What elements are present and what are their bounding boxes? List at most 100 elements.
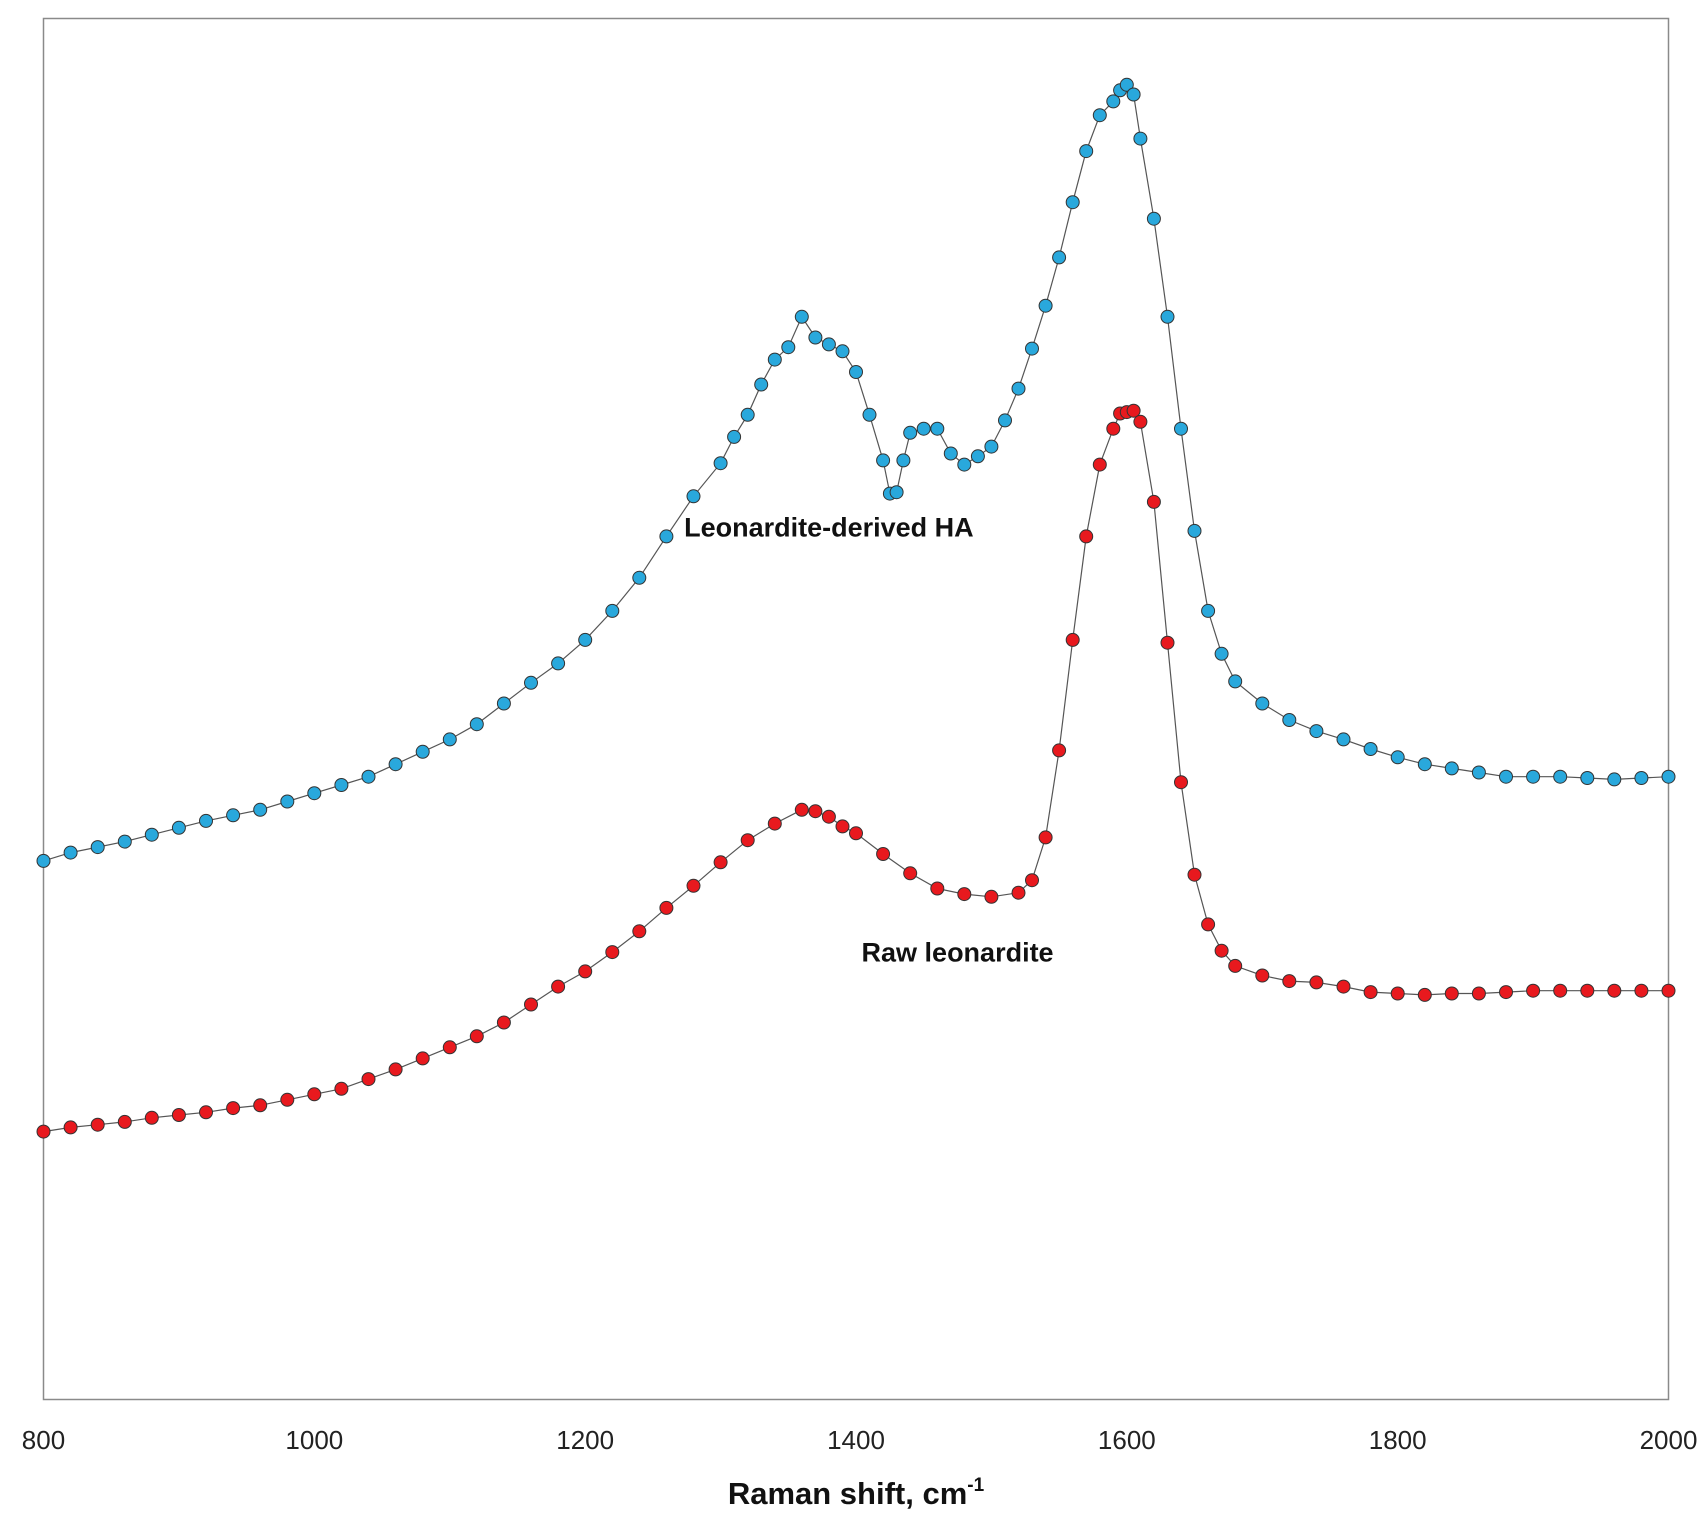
data-point bbox=[1607, 983, 1622, 998]
data-point bbox=[117, 834, 132, 849]
data-point bbox=[740, 407, 755, 422]
data-point bbox=[1011, 381, 1026, 396]
data-point bbox=[1607, 772, 1622, 787]
data-point bbox=[334, 1081, 349, 1096]
data-point bbox=[1363, 742, 1378, 756]
data-point bbox=[1580, 771, 1595, 785]
data-point bbox=[1228, 958, 1243, 973]
data-point bbox=[442, 1040, 457, 1055]
data-point bbox=[835, 819, 850, 834]
x-tick-label: 1000 bbox=[285, 1425, 343, 1455]
data-point bbox=[36, 1124, 51, 1139]
data-point bbox=[551, 656, 566, 671]
data-point bbox=[388, 757, 403, 772]
data-point bbox=[388, 1062, 403, 1077]
data-point bbox=[767, 816, 782, 831]
data-point bbox=[307, 1087, 322, 1102]
data-point bbox=[1634, 771, 1649, 785]
plot-area-frame bbox=[42, 17, 1670, 1401]
data-point bbox=[1661, 983, 1676, 998]
data-point bbox=[808, 804, 823, 819]
data-point bbox=[862, 407, 877, 422]
data-point bbox=[199, 813, 213, 828]
data-point bbox=[1025, 341, 1039, 356]
data-point bbox=[713, 855, 728, 870]
data-point bbox=[1471, 765, 1486, 780]
data-point bbox=[1553, 983, 1568, 998]
data-point bbox=[1499, 985, 1513, 1000]
data-point bbox=[1282, 974, 1297, 989]
data-point bbox=[144, 1110, 159, 1125]
data-point bbox=[1390, 750, 1405, 765]
data-point bbox=[1309, 724, 1324, 739]
data-point bbox=[415, 744, 430, 759]
data-point bbox=[1146, 494, 1161, 509]
data-point bbox=[740, 833, 755, 848]
annotation-raw-leonardite: Raw leonardite bbox=[862, 938, 1054, 968]
data-point bbox=[1580, 983, 1595, 998]
data-point bbox=[171, 820, 186, 835]
data-point bbox=[1309, 975, 1324, 990]
x-tick-label: 1400 bbox=[827, 1425, 885, 1455]
data-point bbox=[1471, 986, 1486, 1001]
data-point bbox=[1363, 985, 1378, 1000]
data-point bbox=[1011, 885, 1026, 900]
data-point bbox=[171, 1108, 186, 1122]
data-point bbox=[1133, 131, 1148, 146]
data-point bbox=[849, 365, 863, 379]
data-point bbox=[280, 794, 295, 809]
data-point bbox=[496, 1015, 511, 1030]
annotation-leonardite-derived-ha: Leonardite-derived HA bbox=[684, 512, 974, 542]
data-point bbox=[957, 887, 972, 902]
data-point bbox=[970, 449, 985, 464]
data-point bbox=[334, 778, 349, 792]
data-point bbox=[781, 340, 796, 355]
data-point bbox=[1106, 94, 1121, 109]
data-point bbox=[1417, 757, 1432, 772]
data-point bbox=[1092, 457, 1107, 472]
x-tick-label: 1200 bbox=[556, 1425, 614, 1455]
data-point bbox=[1160, 309, 1175, 324]
data-point bbox=[1106, 421, 1121, 436]
data-point bbox=[889, 485, 904, 500]
data-point bbox=[849, 826, 863, 841]
data-point bbox=[632, 924, 647, 939]
data-point bbox=[1119, 77, 1134, 92]
data-point bbox=[808, 330, 823, 345]
data-point bbox=[199, 1105, 213, 1120]
data-point bbox=[1282, 713, 1297, 727]
data-point bbox=[1214, 943, 1229, 958]
series-layer bbox=[36, 77, 1676, 1139]
data-point bbox=[1126, 403, 1141, 418]
data-point bbox=[1038, 830, 1053, 845]
series-0 bbox=[36, 77, 1676, 868]
data-point bbox=[90, 840, 105, 855]
data-point bbox=[1634, 983, 1649, 998]
data-point bbox=[605, 603, 620, 618]
data-point bbox=[1038, 298, 1053, 313]
data-point bbox=[916, 421, 931, 436]
data-point bbox=[415, 1051, 430, 1066]
data-point bbox=[821, 809, 836, 824]
x-tick-label: 2000 bbox=[1640, 1425, 1698, 1455]
data-point bbox=[1255, 968, 1270, 983]
x-axis-title: Raman shift, cm-1 bbox=[728, 1475, 985, 1511]
data-point bbox=[1174, 775, 1188, 790]
data-point bbox=[1174, 421, 1188, 436]
data-point bbox=[632, 570, 647, 585]
data-point bbox=[253, 802, 268, 817]
data-point bbox=[1255, 696, 1270, 711]
data-point bbox=[903, 425, 918, 440]
data-point bbox=[1052, 250, 1067, 265]
data-point bbox=[876, 847, 891, 861]
data-point bbox=[984, 439, 999, 454]
data-point bbox=[361, 1072, 376, 1087]
data-point bbox=[1025, 873, 1039, 888]
data-point bbox=[1499, 769, 1513, 784]
data-point bbox=[1146, 211, 1161, 226]
data-point bbox=[1390, 986, 1405, 1001]
data-point bbox=[659, 529, 674, 544]
data-point bbox=[226, 1101, 241, 1116]
data-point bbox=[1444, 986, 1459, 1001]
